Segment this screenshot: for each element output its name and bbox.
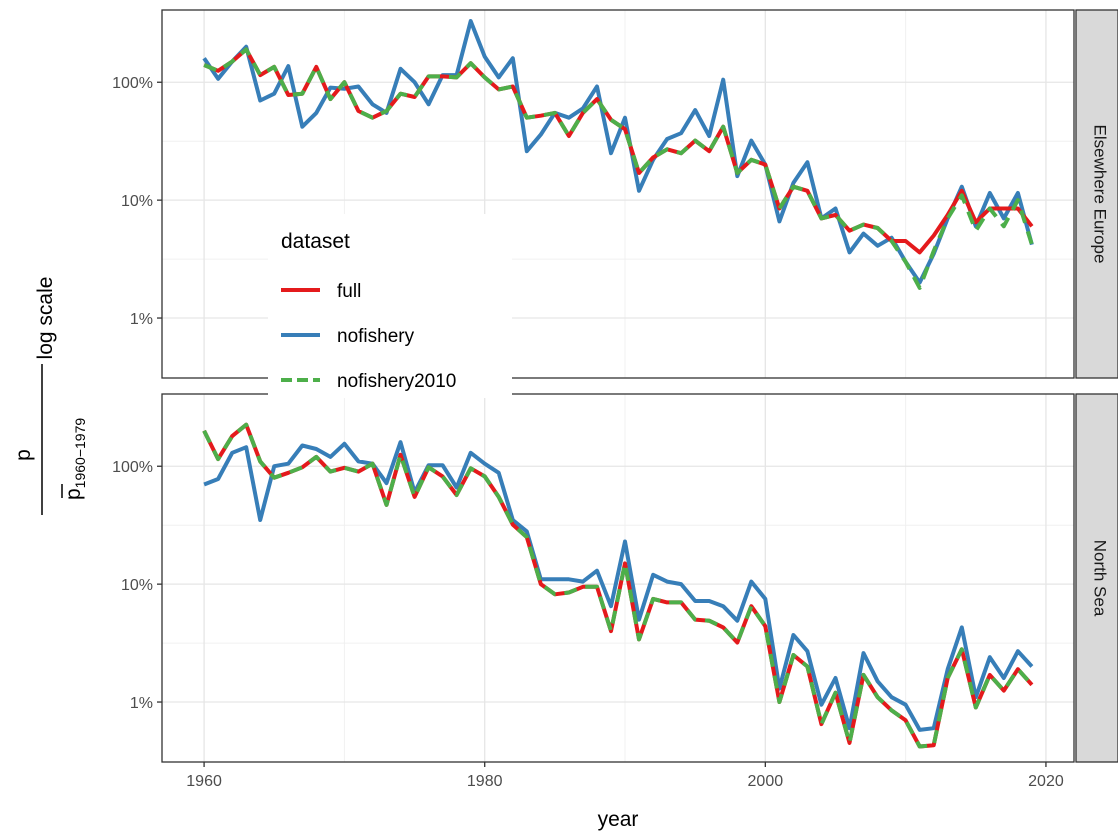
axes-layer: 100% 10% 1% 100% 10% 1% 1960 1980 2000 2020	[112, 75, 1064, 790]
y-axis-title-denominator-base: p	[62, 488, 85, 500]
y-tick-label: 100%	[112, 459, 153, 476]
y-tick-label: 1%	[130, 695, 153, 712]
y-tick-label: 100%	[112, 75, 153, 92]
facet-strip-label: Elsewhere Europe	[1091, 125, 1110, 264]
legend-background	[268, 214, 512, 398]
panel-border	[161, 9, 1075, 379]
legend-item-nofishery2010: nofishery2010	[281, 371, 456, 392]
legend-label-full: full	[337, 281, 361, 302]
x-tick-label: 2020	[1028, 773, 1064, 790]
series-line-nofishery2010	[202, 422, 1034, 749]
x-tick-label: 1980	[467, 773, 503, 790]
y-axis-title-denominator-subscript: 1960−1979	[72, 418, 88, 489]
panel-border	[161, 393, 1075, 763]
legend-item-nofishery: nofishery	[281, 326, 415, 347]
panels-layer: Elsewhere Europe North Sea	[161, 9, 1118, 763]
y-axis-title-numerator: p	[12, 449, 35, 461]
facet-strip	[1075, 9, 1118, 379]
facet-strip	[1075, 393, 1118, 763]
y-tick-label: 10%	[121, 577, 153, 594]
axis-titles: year log scale p p1960−1979	[12, 277, 638, 831]
facet-strip-label: North Sea	[1091, 540, 1110, 617]
legend-item-full: full	[281, 281, 361, 302]
x-tick-label: 2000	[748, 773, 784, 790]
y-axis-title-denominator: p1960−1979	[62, 418, 88, 500]
x-tick-label: 1960	[186, 773, 222, 790]
y-axis-title-scale-note: log scale	[34, 277, 57, 360]
series-line-nofishery2010	[203, 47, 1034, 290]
y-tick-label: 10%	[121, 193, 153, 210]
y-tick-label: 1%	[130, 311, 153, 328]
legend-label-nofishery: nofishery	[337, 326, 415, 347]
panel-2: North Sea	[161, 393, 1118, 763]
legend-title: dataset	[281, 230, 350, 253]
legend-label-nofishery2010: nofishery2010	[337, 371, 456, 392]
series-line-nofishery	[203, 440, 1034, 732]
x-axis-title: year	[598, 808, 639, 831]
legend: dataset full nofishery nofishery2010	[268, 214, 512, 398]
